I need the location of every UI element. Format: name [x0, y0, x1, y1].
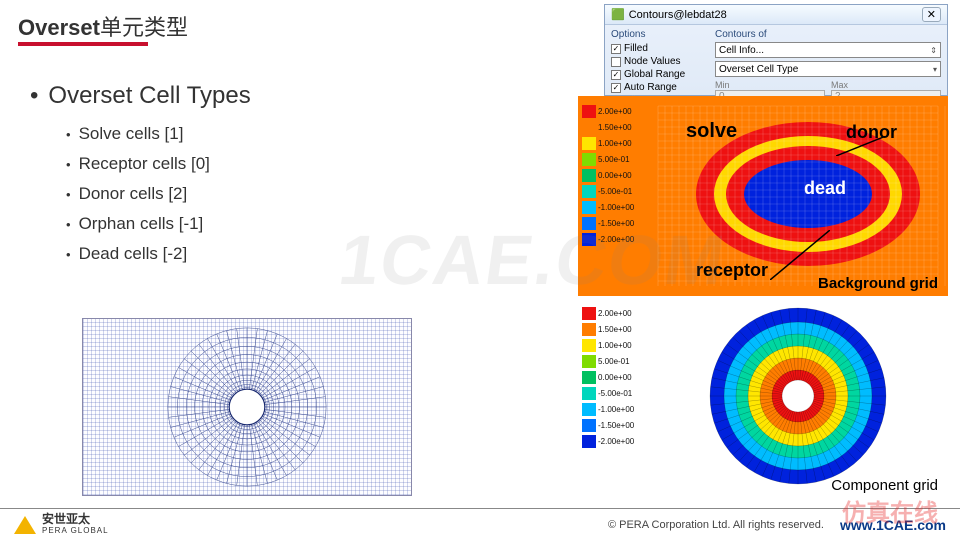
contours-of-label: Contours of: [715, 29, 941, 40]
min-label: Min: [715, 80, 825, 90]
label-receptor: receptor: [696, 260, 768, 281]
content-block: Overset Cell Types Solve cells [1] Recep…: [30, 82, 390, 274]
slide-title: Overset单元类型: [18, 10, 188, 42]
max-label: Max: [831, 80, 941, 90]
mesh-diagram: [82, 318, 412, 496]
copyright: © PERA Corporation Ltd. All rights reser…: [608, 519, 824, 531]
list-item: Dead cells [-2]: [66, 244, 390, 264]
watermark-cn: 仿真在线: [842, 493, 938, 528]
callout-line-donor: [836, 136, 886, 156]
select-field-1[interactable]: Cell Info...⇕: [715, 42, 941, 58]
background-grid-figure: 2.00e+001.50e+001.00e+005.00e-010.00e+00…: [578, 96, 948, 296]
list-item: Receptor cells [0]: [66, 154, 390, 174]
title-underline: [18, 42, 148, 46]
component-grid-figure: 2.00e+001.50e+001.00e+005.00e-010.00e+00…: [578, 298, 948, 498]
list-item: Donor cells [2]: [66, 184, 390, 204]
list-item: Orphan cells [-1]: [66, 214, 390, 234]
app-icon: 🟩: [611, 8, 625, 21]
close-icon[interactable]: ✕: [922, 7, 941, 22]
cell-type-list: Solve cells [1] Receptor cells [0] Donor…: [66, 124, 390, 264]
label-solve: solve: [686, 120, 737, 143]
main-heading: Overset Cell Types: [30, 82, 390, 110]
brand-logo: 安世亚太PERA GLOBAL: [14, 514, 109, 536]
label-dead: dead: [804, 178, 846, 199]
footer: 安世亚太PERA GLOBAL © PERA Corporation Ltd. …: [0, 508, 960, 540]
contours-dialog: 🟩 Contours@lebdat28 ✕ Options ✓Filled No…: [604, 4, 948, 96]
select-field-2[interactable]: Overset Cell Type▾: [715, 61, 941, 77]
opt-filled[interactable]: ✓Filled: [611, 42, 707, 55]
caption-background: Background grid: [818, 275, 938, 292]
dialog-titlebar: 🟩 Contours@lebdat28 ✕: [605, 5, 947, 25]
logo-icon: [14, 516, 36, 534]
opt-node-values[interactable]: Node Values: [611, 55, 707, 68]
dialog-title-text: Contours@lebdat28: [629, 9, 727, 21]
opt-global-range[interactable]: ✓Global Range: [611, 68, 707, 81]
opt-auto-range[interactable]: ✓Auto Range: [611, 81, 707, 94]
caption-component: Component grid: [831, 477, 938, 494]
options-label: Options: [611, 29, 707, 40]
callout-line-receptor: [770, 230, 830, 280]
list-item: Solve cells [1]: [66, 124, 390, 144]
